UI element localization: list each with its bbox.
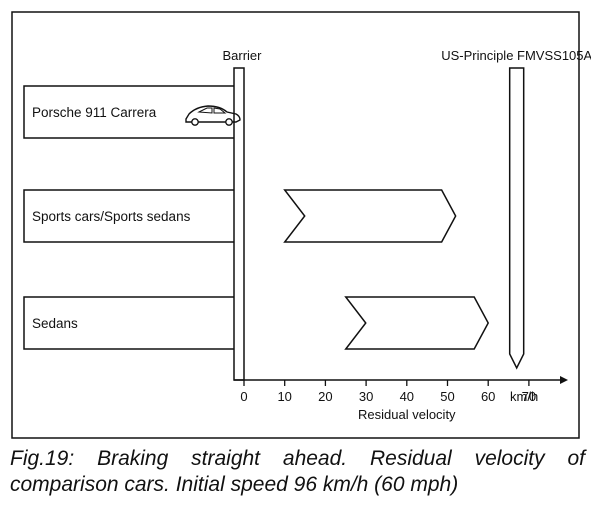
x-tick-label: 50 [440,389,454,404]
x-tick-label: 40 [400,389,414,404]
category-box [23,189,237,243]
limit-bar [508,67,525,370]
chart-frame [11,11,580,439]
x-unit-label: km/h [510,389,538,404]
category-box [23,296,237,350]
range-arrow [283,189,457,243]
x-ticks: 0 10 20 30 40 50 60 70 [240,380,536,404]
car-icon [185,105,241,126]
barrier-rect [233,67,245,381]
x-tick-label: 10 [277,389,291,404]
barrier-bar [233,67,245,381]
category-label: Sports cars/Sports sedans [32,209,191,224]
x-axis-arrowhead [560,376,568,384]
x-tick-label: 30 [359,389,373,404]
x-tick-label: 60 [481,389,495,404]
arrows [283,189,490,350]
x-axis [234,376,568,384]
category-boxes: Porsche 911 Carrera Sports cars/Sports se… [23,85,237,350]
x-tick-label: 70 [522,389,536,404]
category-label: Porsche 911 Carrera [32,105,157,120]
category-label: Sedans [32,316,78,331]
range-arrow [344,296,490,350]
barrier-label: Barrier [222,48,262,63]
x-axis-label: Residual velocity [358,407,456,422]
limit-rect [508,67,525,370]
x-tick-label: 20 [318,389,332,404]
limit-label: US-Principle FMVSS105A [441,48,591,63]
figure-caption: Fig.19: Braking straight ahead. Residual… [10,447,585,496]
x-tick-label: 0 [240,389,247,404]
